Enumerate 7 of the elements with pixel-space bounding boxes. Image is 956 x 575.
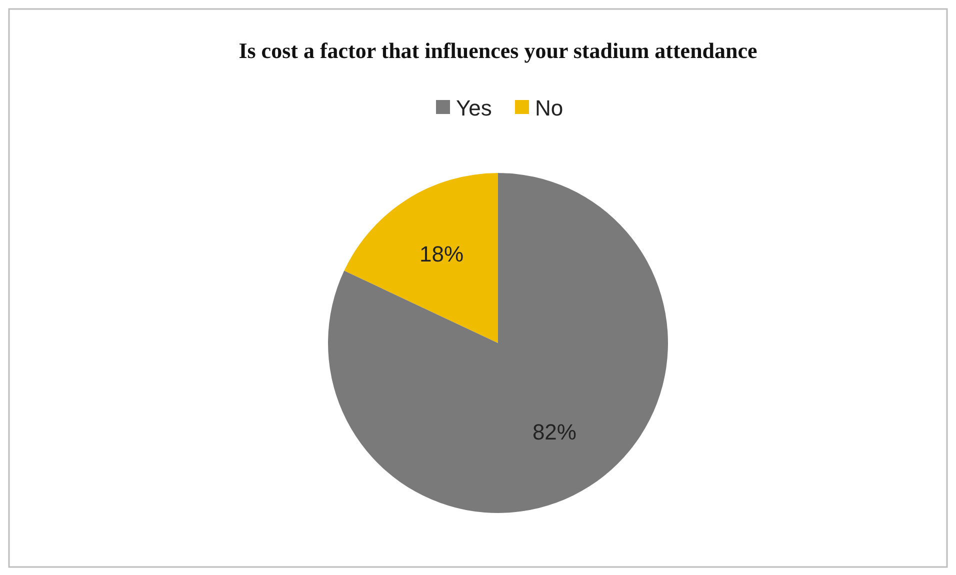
data-label: 18% bbox=[420, 242, 464, 267]
pie-slice bbox=[344, 173, 498, 343]
legend-label: No bbox=[535, 96, 564, 120]
data-label: 82% bbox=[532, 419, 576, 444]
chart-title: Is cost a factor that influences your stadium attendance bbox=[238, 38, 758, 63]
pie-slice bbox=[328, 173, 668, 513]
legend-label: Yes bbox=[456, 96, 492, 120]
